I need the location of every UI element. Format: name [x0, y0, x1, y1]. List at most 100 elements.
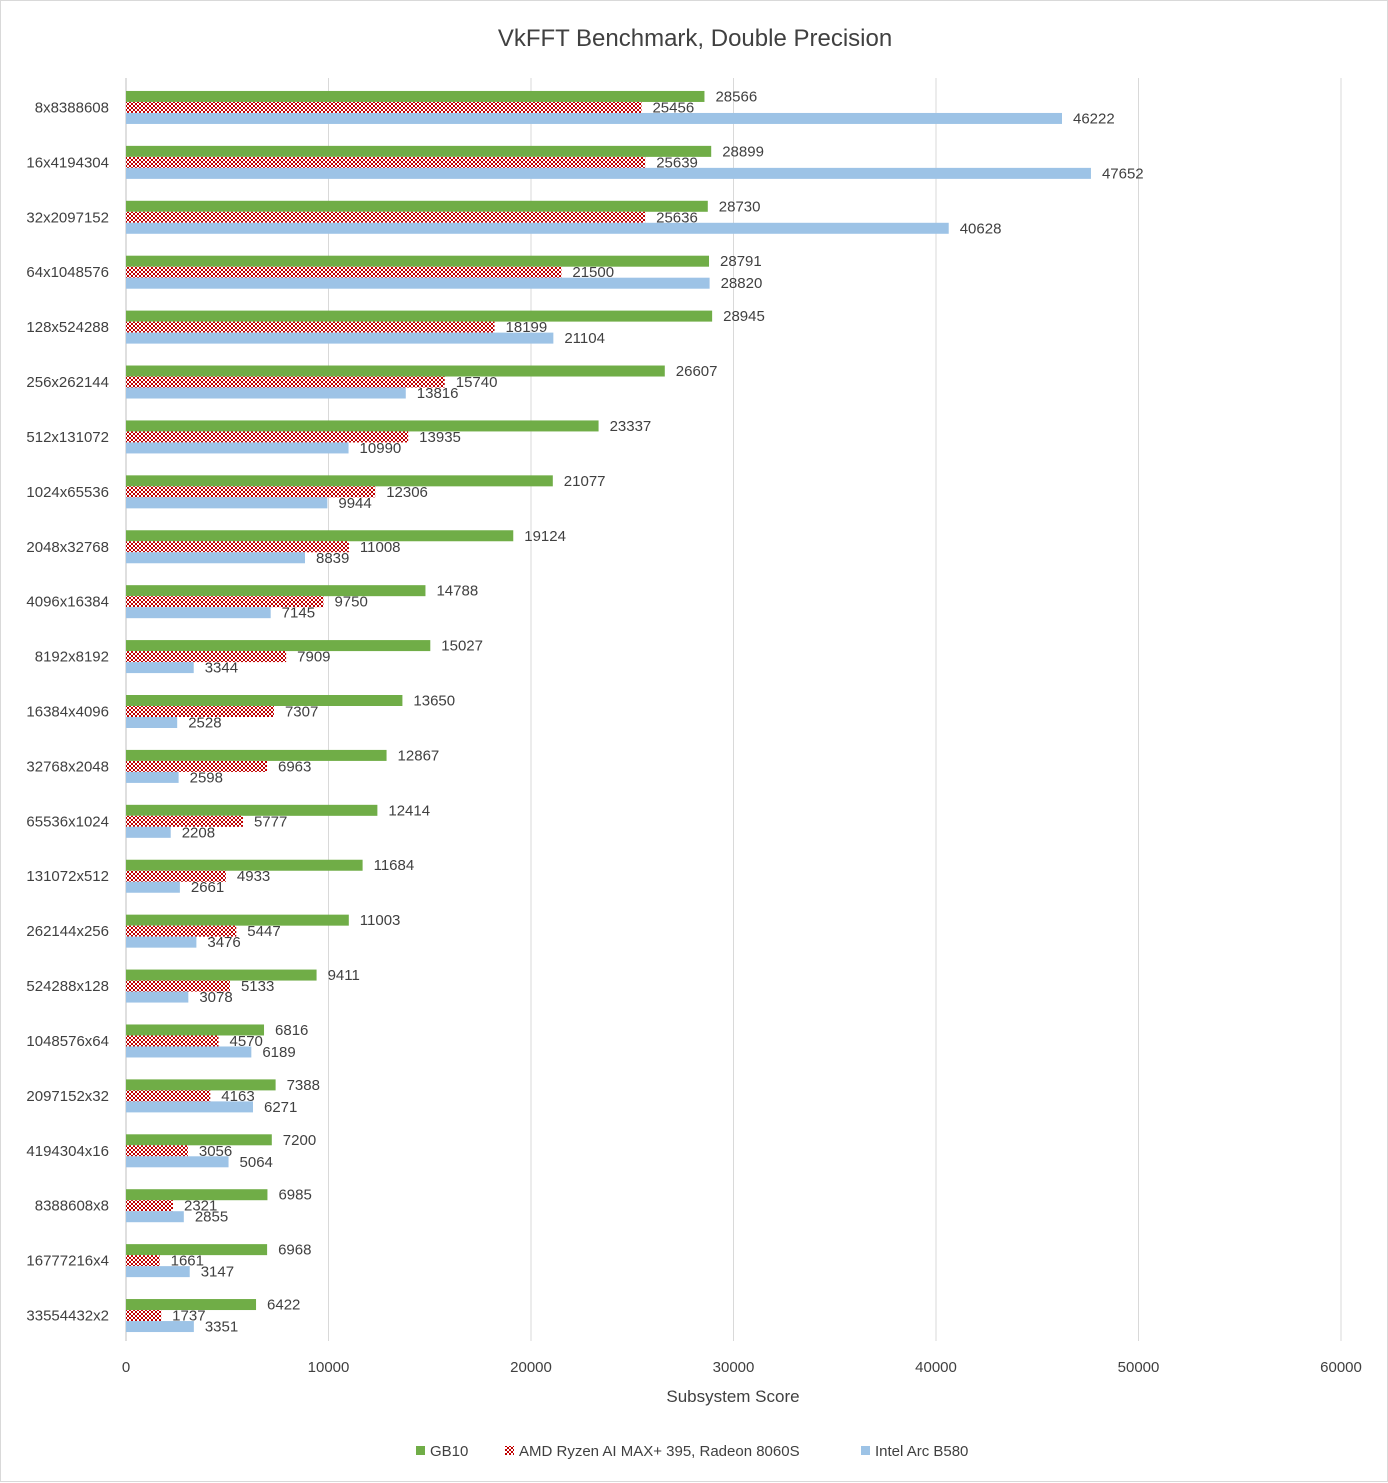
data-label: 1737 [172, 1308, 205, 1325]
category-label: 8x8388608 [35, 99, 109, 116]
data-label: 11003 [360, 912, 401, 929]
bar [126, 255, 710, 267]
data-label: 12414 [388, 802, 430, 819]
data-label: 3476 [207, 934, 240, 951]
data-label: 7909 [297, 649, 330, 666]
bar [126, 222, 949, 234]
category-label: 2097152x32 [26, 1088, 109, 1105]
bar [126, 541, 349, 553]
bar [126, 1079, 276, 1091]
data-label: 11684 [374, 857, 415, 874]
x-tick-label: 60000 [1320, 1359, 1362, 1376]
x-tick-label: 10000 [308, 1359, 350, 1376]
x-tick-label: 0 [122, 1359, 130, 1376]
bar [126, 1101, 253, 1113]
data-label: 7388 [287, 1077, 320, 1094]
bar [126, 749, 387, 761]
data-label: 5777 [254, 813, 287, 830]
category-label: 32x2097152 [26, 209, 109, 226]
data-label: 4163 [221, 1088, 254, 1105]
bar [126, 376, 445, 388]
legend-swatch [861, 1446, 870, 1455]
data-label: 3056 [199, 1143, 232, 1160]
data-label: 7307 [285, 704, 318, 721]
bar [126, 530, 514, 542]
category-label: 33554432x2 [26, 1308, 109, 1325]
data-label: 9411 [328, 967, 360, 984]
data-label: 11008 [360, 539, 401, 556]
data-label: 2855 [195, 1209, 228, 1226]
category-label: 32768x2048 [26, 758, 109, 775]
data-label: 7200 [283, 1132, 316, 1149]
bar [126, 596, 324, 608]
bar [126, 365, 665, 377]
category-label: 512x131072 [26, 429, 109, 446]
bar [126, 1090, 211, 1102]
category-label: 128x524288 [26, 319, 109, 336]
bar [126, 662, 194, 674]
bar [126, 1211, 184, 1223]
bar [126, 497, 328, 509]
data-label: 5133 [241, 978, 274, 995]
bar [126, 200, 708, 212]
bar [126, 211, 646, 223]
bar [126, 332, 554, 344]
bar [126, 321, 495, 333]
labels: 0 10000 20000 30000 40000 50000 60000 8x8388608… [26, 88, 1361, 1376]
bars [126, 90, 1091, 1333]
legend-label: AMD Ryzen AI MAX+ 395, Radeon 8060S [519, 1443, 800, 1460]
bar [126, 112, 1062, 124]
bar [126, 1266, 190, 1278]
data-label: 26607 [676, 363, 718, 380]
data-label: 10990 [360, 440, 402, 457]
data-label: 23337 [610, 418, 652, 435]
bar [126, 1255, 160, 1267]
data-label: 6189 [262, 1044, 295, 1061]
bar [126, 881, 180, 893]
data-label: 28945 [723, 308, 765, 325]
bar [126, 101, 642, 113]
data-label: 15740 [456, 374, 498, 391]
bar [126, 310, 713, 322]
data-label: 2598 [190, 769, 223, 786]
bar [126, 859, 363, 871]
data-label: 6968 [278, 1242, 311, 1259]
data-label: 14788 [436, 583, 478, 600]
data-label: 28899 [722, 143, 764, 160]
data-label: 21500 [572, 264, 614, 281]
data-label: 25456 [652, 99, 694, 116]
bar [126, 1156, 229, 1168]
category-label: 1048576x64 [26, 1033, 109, 1050]
bar [126, 266, 562, 278]
legend-swatch [416, 1446, 425, 1455]
bar [126, 914, 349, 926]
bar [126, 431, 409, 443]
data-label: 13816 [417, 385, 459, 402]
category-label: 8388608x8 [35, 1198, 109, 1215]
bar [126, 717, 178, 728]
data-label: 4570 [230, 1033, 263, 1050]
data-label: 28791 [720, 253, 762, 270]
bar [126, 695, 403, 706]
data-label: 3147 [201, 1264, 234, 1281]
data-label: 40628 [960, 220, 1002, 237]
bar [126, 552, 305, 564]
bar [126, 442, 349, 454]
legend-label: Intel Arc B580 [875, 1443, 968, 1460]
chart-title: VkFFT Benchmark, Double Precision [498, 25, 892, 52]
category-label: 524288x128 [26, 978, 109, 995]
bar [126, 870, 226, 882]
x-axis-title: Subsystem Score [666, 1387, 799, 1406]
data-label: 9750 [334, 594, 367, 611]
data-label: 6985 [278, 1187, 311, 1204]
bar [126, 760, 268, 772]
data-label: 28566 [715, 88, 757, 105]
bar [126, 167, 1091, 179]
bar [126, 969, 317, 981]
data-label: 21077 [564, 473, 606, 490]
bar [126, 420, 599, 432]
data-label: 6816 [275, 1022, 308, 1039]
bar [126, 991, 189, 1003]
category-label: 64x1048576 [26, 264, 109, 281]
